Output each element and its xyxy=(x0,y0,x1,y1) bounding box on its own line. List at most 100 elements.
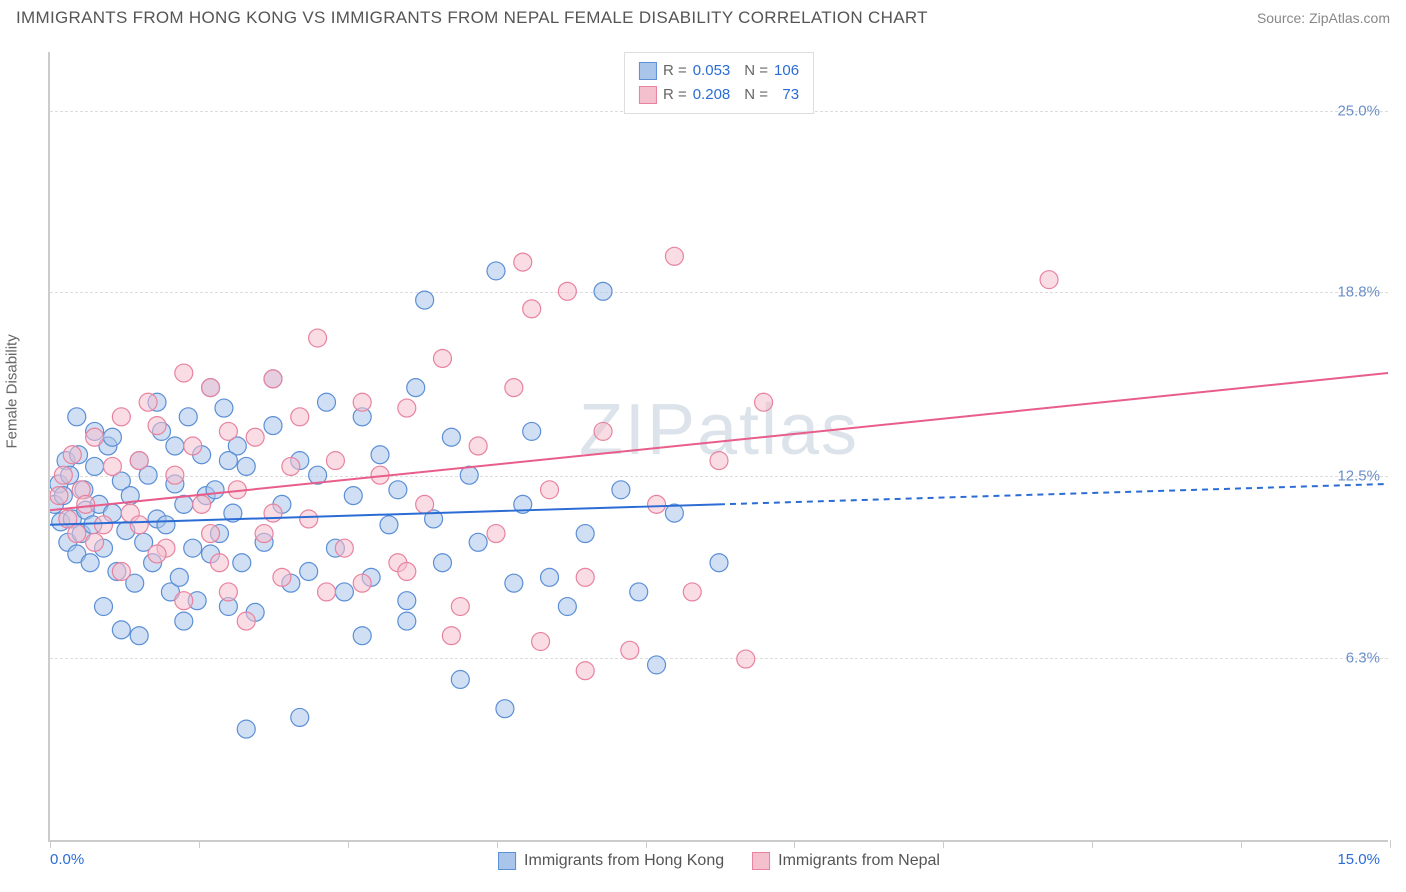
scatter-point xyxy=(335,539,353,557)
scatter-point xyxy=(273,568,291,586)
scatter-point xyxy=(282,457,300,475)
scatter-point xyxy=(237,457,255,475)
scatter-point xyxy=(233,554,251,572)
scatter-point xyxy=(398,399,416,417)
scatter-point xyxy=(130,627,148,645)
scatter-point xyxy=(398,592,416,610)
scatter-point xyxy=(407,379,425,397)
chart-title: IMMIGRANTS FROM HONG KONG VS IMMIGRANTS … xyxy=(16,8,928,28)
scatter-point xyxy=(175,592,193,610)
legend-correlation-row: R =0.208N = 73 xyxy=(639,83,799,107)
scatter-point xyxy=(487,525,505,543)
chart-plot-area: ZIPatlas R =0.053N =106R =0.208N = 73 0.… xyxy=(48,52,1388,842)
scatter-point xyxy=(451,598,469,616)
legend-r-label: R = xyxy=(663,59,687,83)
scatter-point xyxy=(558,282,576,300)
legend-series-item: Immigrants from Nepal xyxy=(752,852,940,870)
scatter-point xyxy=(612,481,630,499)
scatter-point xyxy=(291,708,309,726)
x-tick-mark xyxy=(1390,840,1391,848)
scatter-point xyxy=(202,379,220,397)
scatter-point xyxy=(309,329,327,347)
scatter-point xyxy=(630,583,648,601)
scatter-point xyxy=(237,612,255,630)
scatter-point xyxy=(86,428,104,446)
scatter-point xyxy=(353,627,371,645)
legend-series-item: Immigrants from Hong Kong xyxy=(498,852,724,870)
scatter-point xyxy=(433,349,451,367)
scatter-point xyxy=(683,583,701,601)
scatter-point xyxy=(50,487,68,505)
legend-n-label: N = xyxy=(744,59,768,83)
scatter-point xyxy=(523,422,541,440)
source-prefix: Source: xyxy=(1257,10,1309,26)
scatter-point xyxy=(487,262,505,280)
x-axis-max-label: 15.0% xyxy=(1337,851,1380,868)
regression-line xyxy=(719,484,1388,504)
scatter-point xyxy=(264,370,282,388)
legend-swatch-icon xyxy=(498,852,516,870)
scatter-point xyxy=(63,446,81,464)
scatter-point xyxy=(442,428,460,446)
scatter-point xyxy=(460,466,478,484)
scatter-point xyxy=(594,422,612,440)
scatter-point xyxy=(210,554,228,572)
legend-series-label: Immigrants from Hong Kong xyxy=(524,852,724,870)
source-name: ZipAtlas.com xyxy=(1309,10,1390,26)
scatter-point xyxy=(193,495,211,513)
legend-n-label: N = xyxy=(744,83,768,107)
scatter-point xyxy=(81,554,99,572)
scatter-point xyxy=(166,437,184,455)
scatter-point xyxy=(166,466,184,484)
legend-n-value: 106 xyxy=(774,59,799,83)
scatter-point xyxy=(86,533,104,551)
scatter-point xyxy=(264,504,282,522)
scatter-point xyxy=(710,554,728,572)
scatter-point xyxy=(255,525,273,543)
scatter-point xyxy=(451,671,469,689)
scatter-point xyxy=(95,516,113,534)
scatter-point xyxy=(558,598,576,616)
x-tick-mark xyxy=(348,840,349,848)
legend-correlation-row: R =0.053 N =106 xyxy=(639,59,799,83)
scatter-point xyxy=(130,516,148,534)
scatter-point xyxy=(505,574,523,592)
scatter-point xyxy=(112,563,130,581)
scatter-point xyxy=(380,516,398,534)
legend-series-label: Immigrants from Nepal xyxy=(778,852,940,870)
legend-r-value: 0.053 xyxy=(693,59,731,83)
scatter-point xyxy=(219,583,237,601)
scatter-point xyxy=(710,452,728,470)
scatter-point xyxy=(505,379,523,397)
scatter-point xyxy=(496,700,514,718)
scatter-point xyxy=(264,417,282,435)
scatter-point xyxy=(68,525,86,543)
scatter-point xyxy=(398,612,416,630)
x-tick-mark xyxy=(943,840,944,848)
scatter-point xyxy=(95,598,113,616)
scatter-point xyxy=(291,408,309,426)
scatter-point xyxy=(353,393,371,411)
scatter-point xyxy=(86,457,104,475)
scatter-point xyxy=(389,481,407,499)
scatter-point xyxy=(594,282,612,300)
scatter-point xyxy=(103,457,121,475)
scatter-point xyxy=(648,656,666,674)
scatter-point xyxy=(103,428,121,446)
scatter-point xyxy=(326,452,344,470)
scatter-point xyxy=(139,393,157,411)
x-axis-min-label: 0.0% xyxy=(50,851,84,868)
scatter-point xyxy=(344,487,362,505)
scatter-point xyxy=(335,583,353,601)
scatter-point xyxy=(130,452,148,470)
scatter-point xyxy=(621,641,639,659)
scatter-point xyxy=(318,393,336,411)
scatter-point xyxy=(170,568,188,586)
scatter-point xyxy=(576,662,594,680)
scatter-point xyxy=(532,633,550,651)
scatter-point xyxy=(237,720,255,738)
scatter-point xyxy=(148,417,166,435)
scatter-point xyxy=(371,446,389,464)
scatter-point xyxy=(206,481,224,499)
scatter-point xyxy=(353,574,371,592)
